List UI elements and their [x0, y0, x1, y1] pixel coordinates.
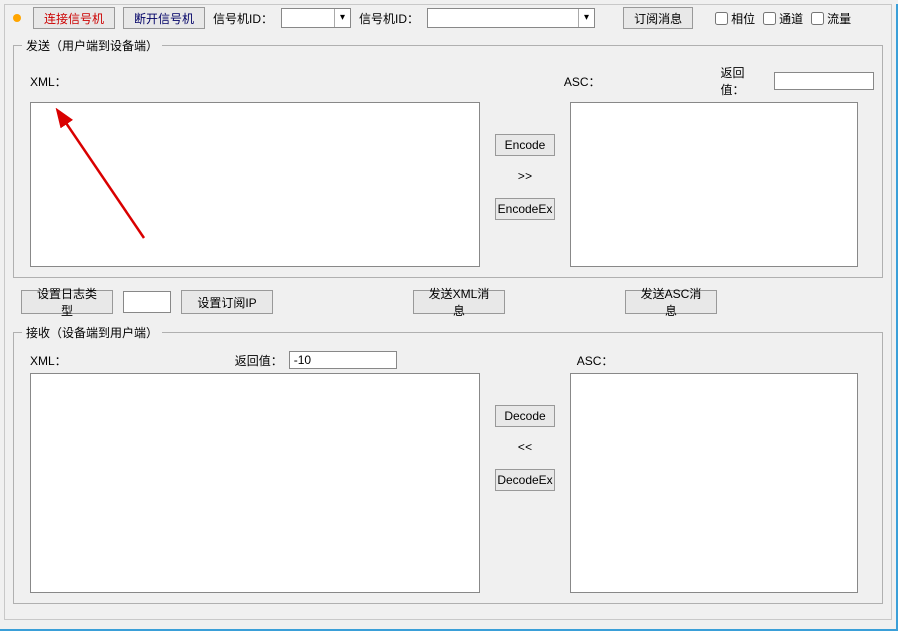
- status-indicator: [13, 14, 21, 22]
- recv-asc-textarea[interactable]: [570, 373, 858, 593]
- decode-button[interactable]: Decode: [495, 405, 555, 427]
- log-type-input[interactable]: [123, 291, 171, 313]
- signal-id-label: 信号机ID：: [213, 10, 273, 27]
- channel-checkbox-label: 通道: [779, 10, 803, 27]
- action-row: 设置日志类型 设置订阅IP 发送XML消息 发送ASC消息: [5, 282, 891, 322]
- set-log-type-button[interactable]: 设置日志类型: [21, 290, 113, 314]
- encodeex-button[interactable]: EncodeEx: [495, 198, 555, 220]
- channel-checkbox[interactable]: [763, 12, 776, 25]
- phase-checkbox-label: 相位: [731, 10, 755, 27]
- recv-xml-textarea[interactable]: [30, 373, 480, 593]
- flow-checkbox-wrap[interactable]: 流量: [811, 10, 851, 27]
- signal-id2-combo[interactable]: ▾: [427, 8, 595, 28]
- send-legend: 发送（用户端到设备端）: [22, 37, 162, 54]
- top-toolbar: 连接信号机 断开信号机 信号机ID： ▾ 信号机ID： ▾ 订阅消息 相位 通道…: [5, 5, 891, 31]
- recv-xml-label: XML：: [30, 352, 67, 369]
- send-return-input[interactable]: [774, 72, 874, 90]
- signal-id-input[interactable]: [282, 11, 334, 25]
- send-xml-label: XML：: [30, 73, 564, 90]
- signal-id2-label: 信号机ID：: [359, 10, 419, 27]
- flow-checkbox[interactable]: [811, 12, 824, 25]
- subscribe-button[interactable]: 订阅消息: [623, 7, 693, 29]
- send-mid-column: Encode >> EncodeEx: [490, 102, 560, 220]
- send-asc-textarea[interactable]: [570, 102, 858, 267]
- signal-id-combo[interactable]: ▾: [281, 8, 351, 28]
- send-xml-msg-button[interactable]: 发送XML消息: [413, 290, 505, 314]
- disconnect-button[interactable]: 断开信号机: [123, 7, 205, 29]
- recv-group: 接收（设备端到用户端） XML： 返回值： ASC： Decode << Dec…: [13, 324, 883, 604]
- connect-button[interactable]: 连接信号机: [33, 7, 115, 29]
- send-return-label: 返回值：: [721, 64, 768, 98]
- recv-return-input[interactable]: [289, 351, 397, 369]
- recv-return-label: 返回值：: [235, 352, 283, 369]
- recv-legend: 接收（设备端到用户端）: [22, 324, 162, 341]
- send-asc-label: ASC：: [564, 73, 601, 90]
- send-xml-textarea[interactable]: [30, 102, 480, 267]
- chevron-down-icon[interactable]: ▾: [578, 9, 594, 27]
- arrows-right-icon: >>: [518, 170, 532, 184]
- recv-mid-column: Decode << DecodeEx: [490, 373, 560, 491]
- phase-checkbox-wrap[interactable]: 相位: [715, 10, 755, 27]
- signal-id2-input[interactable]: [428, 11, 578, 25]
- phase-checkbox[interactable]: [715, 12, 728, 25]
- chevron-down-icon[interactable]: ▾: [334, 9, 350, 27]
- recv-asc-label: ASC：: [577, 352, 614, 369]
- arrows-left-icon: <<: [518, 441, 532, 455]
- send-group: 发送（用户端到设备端） XML： ASC： 返回值： Encode >> Enc…: [13, 37, 883, 278]
- send-asc-msg-button[interactable]: 发送ASC消息: [625, 290, 717, 314]
- channel-checkbox-wrap[interactable]: 通道: [763, 10, 803, 27]
- encode-button[interactable]: Encode: [495, 134, 555, 156]
- flow-checkbox-label: 流量: [827, 10, 851, 27]
- set-sub-ip-button[interactable]: 设置订阅IP: [181, 290, 273, 314]
- decodeex-button[interactable]: DecodeEx: [495, 469, 555, 491]
